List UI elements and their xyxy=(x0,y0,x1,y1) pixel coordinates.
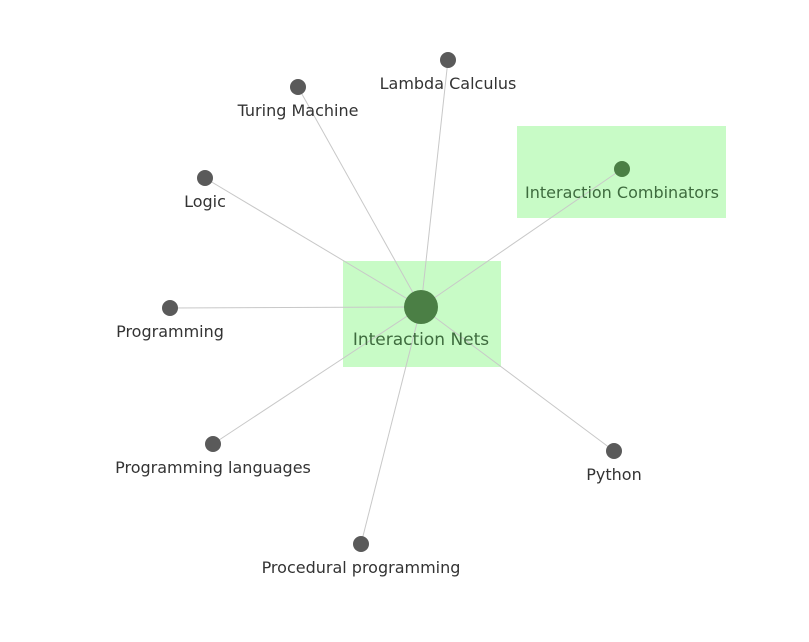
node-turing-machine[interactable]: Turing Machine xyxy=(237,79,359,120)
edge-python xyxy=(420,306,615,452)
edge-turing-machine xyxy=(297,86,422,308)
node-programming-languages[interactable]: Programming languages xyxy=(115,436,311,477)
edge-programming-languages xyxy=(212,306,422,445)
node-procedural-programming[interactable]: Procedural programming xyxy=(262,536,461,577)
node-circle-turing-machine[interactable] xyxy=(290,79,306,95)
node-circle-programming-languages[interactable] xyxy=(205,436,221,452)
node-interaction-combinators[interactable]: Interaction Combinators xyxy=(525,161,719,202)
node-circle-lambda-calculus[interactable] xyxy=(440,52,456,68)
node-python[interactable]: Python xyxy=(586,443,642,484)
edge-interaction-combinators xyxy=(420,168,623,308)
edge-procedural-programming xyxy=(360,306,422,545)
node-label-turing-machine: Turing Machine xyxy=(237,101,359,120)
edge-lambda-calculus xyxy=(420,59,449,308)
node-circle-programming[interactable] xyxy=(162,300,178,316)
node-label-interaction-combinators: Interaction Combinators xyxy=(525,183,719,202)
node-circle-logic[interactable] xyxy=(197,170,213,186)
node-label-programming-languages: Programming languages xyxy=(115,458,311,477)
center-node-label: Interaction Nets xyxy=(353,330,489,350)
node-label-logic: Logic xyxy=(184,192,226,211)
center-node[interactable]: Interaction Nets xyxy=(353,290,489,350)
center-node-circle[interactable] xyxy=(404,290,438,324)
edge-logic xyxy=(204,177,422,308)
node-label-procedural-programming: Procedural programming xyxy=(262,558,461,577)
edges xyxy=(169,59,623,545)
node-circle-interaction-combinators[interactable] xyxy=(614,161,630,177)
node-logic[interactable]: Logic xyxy=(184,170,226,211)
node-circle-procedural-programming[interactable] xyxy=(353,536,369,552)
node-programming[interactable]: Programming xyxy=(116,300,224,341)
edge-programming xyxy=(169,306,422,309)
node-circle-python[interactable] xyxy=(606,443,622,459)
node-label-programming: Programming xyxy=(116,322,224,341)
node-label-lambda-calculus: Lambda Calculus xyxy=(380,74,517,93)
node-lambda-calculus[interactable]: Lambda Calculus xyxy=(380,52,517,93)
node-label-python: Python xyxy=(586,465,641,484)
